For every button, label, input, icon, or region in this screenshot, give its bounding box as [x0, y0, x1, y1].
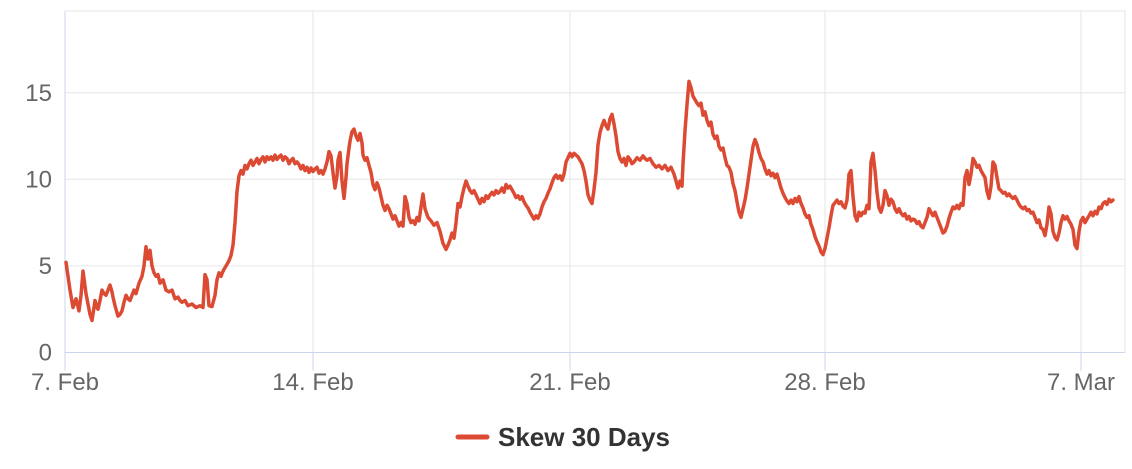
y-axis-label-0: 0	[39, 340, 52, 367]
axis-labels: 0 5 10 15 7. Feb 14. Feb 21. Feb 28. Feb 7. Mar	[25, 80, 1115, 396]
legend-item[interactable]: Skew 30 Days	[455, 422, 670, 452]
x-axis-label-7. Mar: 7. Mar	[1047, 369, 1115, 396]
x-axis-label-14. Feb: 14. Feb	[272, 369, 353, 396]
x-axis-label-21. Feb: 21. Feb	[529, 369, 610, 396]
x-axis-label-28. Feb: 28. Feb	[784, 369, 865, 396]
axes	[64, 11, 1125, 371]
y-axis-label-5: 5	[39, 253, 52, 280]
legend-label: Skew 30 Days	[498, 422, 670, 452]
y-axis-label-15: 15	[25, 80, 52, 107]
x-axis-label-7. Feb: 7. Feb	[31, 369, 99, 396]
y-axis-label-10: 10	[25, 166, 52, 193]
series-path-skew-30-days	[64, 79, 1115, 323]
series-line-skew-30-days	[64, 79, 1115, 323]
